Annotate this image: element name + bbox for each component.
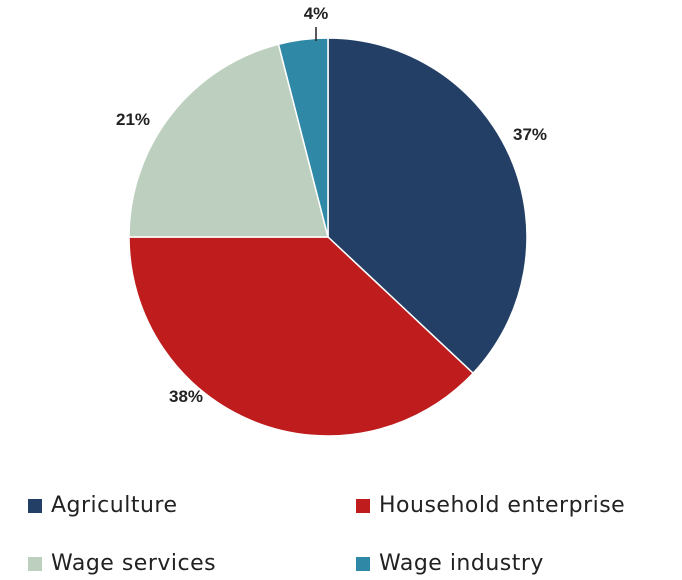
data-label-agriculture: 37% (513, 125, 547, 144)
legend-item-wage-services: Wage services (28, 551, 216, 576)
legend-item-household-enterprise: Household enterprise (356, 493, 625, 518)
legend-swatch-agriculture (28, 498, 42, 513)
legend-label-wage-services: Wage services (51, 551, 217, 576)
legend-swatch-household-enterprise (356, 498, 370, 513)
legend-swatch-wage-industry (356, 556, 370, 571)
data-label-household-enterprise: 38% (169, 387, 203, 406)
legend-item-agriculture: Agriculture (28, 493, 178, 518)
legend-label-household-enterprise: Household enterprise (379, 493, 626, 518)
legend: Agriculture Household enterprise Wage se… (0, 460, 682, 580)
slice-household-enterprise (128, 236, 475, 437)
slice-agriculture (327, 37, 528, 375)
legend-item-wage-industry: Wage industry (356, 551, 544, 576)
legend-label-agriculture: Agriculture (51, 493, 178, 518)
pie-chart: 37% 38% 21% 4% (116, 4, 547, 437)
slice-wage-services (128, 43, 329, 238)
slice-wage-industry (277, 37, 329, 238)
legend-swatch-wage-services (28, 556, 42, 571)
data-label-wage-services: 21% (116, 110, 150, 129)
data-label-wage-industry: 4% (304, 4, 329, 23)
legend-label-wage-industry: Wage industry (379, 551, 544, 576)
